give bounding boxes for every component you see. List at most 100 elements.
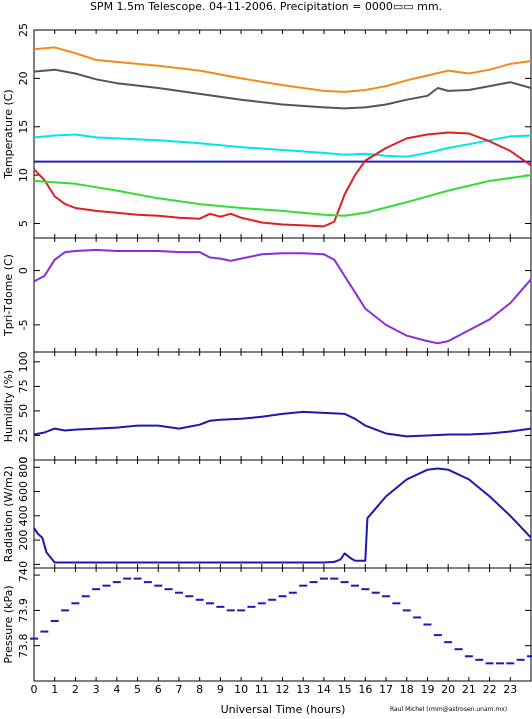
data-point-4-0-30 (340, 581, 349, 584)
x-tick-label-18: 18 (400, 683, 414, 696)
credit-text: Raul Michel (rmm@astrosen.unam.mx) (390, 706, 508, 713)
y-axis-label-4: Pressure (kPa) (2, 585, 15, 663)
data-point-4-0-31 (350, 584, 359, 587)
x-tick-label-17: 17 (379, 683, 393, 696)
x-tick-label-10: 10 (234, 683, 248, 696)
data-point-4-0-1 (40, 630, 49, 633)
data-point-4-0-35 (392, 602, 401, 605)
data-point-4-0-42 (464, 655, 473, 658)
y-axis-label-2: Humidity (%) (2, 370, 15, 442)
x-tick-label-22: 22 (483, 683, 497, 696)
x-tick-label-8: 8 (196, 683, 203, 696)
data-point-4-0-24 (278, 595, 287, 598)
y-tick-label-2-1: 25 (17, 428, 30, 442)
data-point-4-0-45 (495, 662, 504, 665)
x-tick-label-14: 14 (317, 683, 331, 696)
data-point-4-0-16 (195, 598, 204, 601)
series-line-1-0 (33, 248, 532, 345)
panel-frame-3 (33, 459, 532, 569)
x-tick-label-1: 1 (51, 683, 58, 696)
x-tick-label-9: 9 (217, 683, 224, 696)
x-tick-label-2: 2 (72, 683, 79, 696)
x-tick-label-23: 23 (503, 683, 517, 696)
y-tick-label-0-3: 20 (17, 71, 30, 85)
data-point-4-0-20 (237, 609, 246, 612)
data-point-4-0-6 (92, 588, 101, 591)
y-axis-label-3: Radiation (W/m2) (2, 466, 15, 562)
data-point-4-0-23 (268, 598, 277, 601)
y-tick-label-4-1: 73.9 (17, 598, 30, 623)
data-point-4-0-11 (143, 581, 152, 584)
x-tick-label-16: 16 (358, 683, 372, 696)
x-tick-label-15: 15 (338, 683, 352, 696)
data-point-4-0-17 (206, 602, 215, 605)
data-point-4-0-28 (319, 577, 328, 580)
y-tick-label-4-2: 74 (17, 568, 30, 582)
y-tick-label-0-0: 5 (17, 220, 30, 227)
series-line-2-0 (33, 410, 532, 438)
panel-frame-1 (33, 237, 532, 353)
y-tick-label-4-0: 73.8 (17, 633, 30, 658)
data-point-4-0-13 (164, 588, 173, 591)
data-point-4-0-44 (485, 662, 494, 665)
data-point-4-0-29 (330, 577, 339, 580)
data-point-4-0-3 (61, 609, 70, 612)
data-point-4-0-8 (112, 581, 121, 584)
data-point-4-0-22 (257, 602, 266, 605)
data-point-4-0-15 (185, 595, 194, 598)
y-tick-label-3-1: 200 (17, 530, 30, 551)
data-point-4-0-12 (154, 584, 163, 587)
chart-title: SPM 1.5m Telescope. 04-11-2006. Precipit… (89, 0, 443, 13)
x-tick-label-7: 7 (175, 683, 182, 696)
x-tick-label-19: 19 (420, 683, 434, 696)
data-point-4-0-21 (247, 605, 256, 608)
x-tick-label-13: 13 (296, 683, 310, 696)
y-tick-label-1-1: 0 (17, 267, 30, 274)
data-point-4-0-7 (102, 584, 111, 587)
series-line-0-1 (33, 68, 532, 110)
x-tick-label-11: 11 (255, 683, 269, 696)
data-point-4-0-34 (382, 595, 391, 598)
x-tick-label-5: 5 (134, 683, 141, 696)
data-point-4-0-27 (309, 581, 318, 584)
x-tick-label-3: 3 (93, 683, 100, 696)
data-point-4-0-2 (50, 619, 59, 622)
x-tick-label-20: 20 (441, 683, 455, 696)
panel-frame-2 (33, 351, 532, 461)
y-tick-label-0-2: 15 (17, 120, 30, 134)
y-tick-label-2-4: 100 (17, 351, 30, 372)
data-point-4-0-40 (444, 641, 453, 644)
data-point-4-0-41 (454, 648, 463, 651)
data-point-4-0-32 (361, 588, 370, 591)
data-point-4-0-10 (133, 577, 142, 580)
y-axis-label-0: Temperature (C) (2, 89, 15, 179)
data-point-4-0-46 (506, 662, 515, 665)
data-point-4-0-39 (433, 634, 442, 637)
x-tick-label-21: 21 (462, 683, 476, 696)
x-axis-label: Universal Time (hours) (220, 703, 346, 716)
series-line-3-0 (33, 467, 532, 564)
series-line-0-0 (33, 46, 532, 93)
data-point-4-0-9 (123, 577, 132, 580)
x-tick-label-4: 4 (113, 683, 120, 696)
data-point-4-0-48 (527, 655, 532, 658)
data-point-4-0-37 (413, 616, 422, 619)
y-tick-label-0-4: 25 (17, 23, 30, 37)
data-point-4-0-38 (423, 623, 432, 626)
x-tick-label-6: 6 (155, 683, 162, 696)
series-line-0-2 (33, 133, 532, 158)
y-tick-label-3-3: 600 (17, 481, 30, 502)
y-tick-label-2-3: 75 (17, 379, 30, 393)
data-point-4-0-14 (174, 591, 183, 594)
series-line-0-4 (33, 131, 532, 228)
data-point-4-0-36 (402, 609, 411, 612)
data-point-4-0-5 (81, 595, 90, 598)
y-axis-label-1: Tpri-Tdome (C) (2, 254, 15, 337)
y-tick-label-3-0: 0 (17, 561, 30, 568)
y-tick-label-2-0: 0 (17, 457, 30, 464)
y-tick-label-0-1: 10 (17, 168, 30, 182)
data-point-4-0-33 (371, 591, 380, 594)
series-line-0-5 (33, 174, 532, 217)
y-tick-label-2-2: 50 (17, 404, 30, 418)
